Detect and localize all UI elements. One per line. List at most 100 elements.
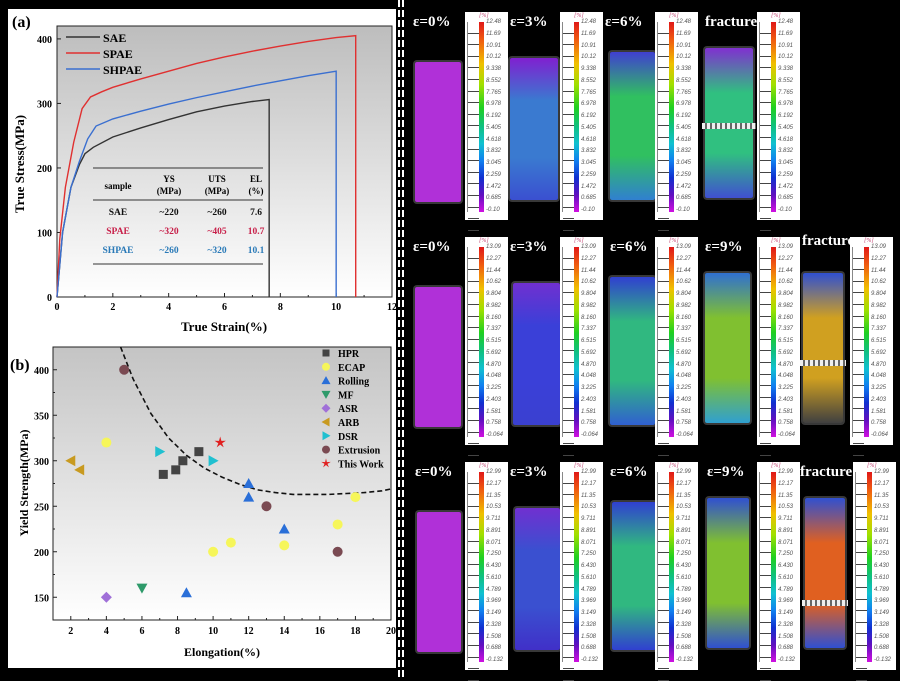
dic-specimen-strain-0 <box>415 62 461 202</box>
scale-tick-value: 13.09 <box>581 244 597 250</box>
legend-marker-this-work <box>321 458 331 468</box>
x-tick-label-b: 8 <box>175 626 180 637</box>
legend-label-this-work: This Work <box>338 459 384 470</box>
series-line-shpae <box>56 70 337 298</box>
x-tick-label-b: 2 <box>68 626 73 637</box>
x-tick-label-a: 6 <box>222 302 227 313</box>
dic-specimen-strain-9 <box>705 273 750 423</box>
table-cell: 10.7 <box>248 227 265 237</box>
scale-tick-value: 4.870 <box>676 361 692 368</box>
scale-tick-value: -0.10 <box>778 207 792 213</box>
scale-tick-value: 9.804 <box>581 291 597 297</box>
scale-tick-value: 3.045 <box>581 160 597 166</box>
x-tick-label-a: 8 <box>278 302 283 313</box>
scale-tick-value: 3.832 <box>486 148 502 155</box>
scale-unit-label: [%] <box>771 238 781 244</box>
legend-label-sae: SAE <box>103 31 126 45</box>
dic-specimen-fracture <box>702 48 756 198</box>
point-ecap <box>279 540 290 551</box>
scale-unit-label: [%] <box>669 463 679 469</box>
strain-color-scale: [%] 12.99 12.17 11.35 10.53 9.711 8.891 8.071 7.… <box>560 462 603 681</box>
strain-color-scale: [%] 13.09 12.27 11.44 10.62 9.804 8.982 8.160 7.… <box>757 237 800 456</box>
scale-tick-value: 11.69 <box>676 30 691 37</box>
strain-color-scale: [%] 12.48 11.69 10.91 10.12 9.338 8.552 7.765 6.… <box>655 12 698 231</box>
table-header: EL <box>250 174 262 184</box>
scale-unit-label: [%] <box>574 463 584 469</box>
scale-tick-value: 8.071 <box>778 539 794 546</box>
scale-tick-value: 5.692 <box>676 349 692 356</box>
scale-tick-value: 7.250 <box>676 551 692 558</box>
scale-tick-value: 9.338 <box>486 66 502 72</box>
scale-tick-labels: 12.48 11.69 10.91 10.12 9.338 8.552 7.765 6.978… <box>778 18 793 214</box>
scale-tick-value: 3.225 <box>676 385 692 391</box>
scale-tick-value: 7.337 <box>486 326 502 333</box>
fracture-crack <box>802 600 848 606</box>
scale-tick-value: 4.618 <box>486 136 502 143</box>
strain-profile-grid <box>562 22 574 231</box>
strain-stage-label: ε=0% <box>413 14 451 30</box>
scale-tick-value: 11.44 <box>486 267 501 274</box>
strain-profile-grid <box>467 247 479 456</box>
scale-tick-value: 12.27 <box>778 255 794 262</box>
scale-tick-value: 7.337 <box>676 326 692 333</box>
table-header: sample <box>105 181 132 191</box>
legend-label-ecap: ECAP <box>338 363 365 374</box>
scale-tick-value: 4.618 <box>676 136 692 143</box>
strain-stage-label: ε=6% <box>605 14 643 30</box>
scale-tick-value: 10.53 <box>676 504 692 511</box>
scale-tick-value: 2.403 <box>581 396 597 403</box>
scale-tick-value: 2.403 <box>676 396 692 403</box>
scale-tick-value: 6.430 <box>778 563 794 569</box>
legend-label-spae: SPAE <box>103 47 133 61</box>
scale-tick-value: 1.508 <box>486 633 502 640</box>
scale-tick-value: 0.685 <box>581 195 597 202</box>
scale-tick-labels: 13.09 12.27 11.44 10.62 9.804 8.982 8.160 7.337… <box>778 243 795 439</box>
scale-unit-label: [%] <box>574 238 584 244</box>
legend-marker-arb <box>321 417 330 427</box>
scale-tick-value: 3.045 <box>778 160 794 166</box>
x-tick-label-b: 20 <box>386 626 396 637</box>
y-tick-label-a: 400 <box>37 35 52 46</box>
scale-tick-value: 12.17 <box>778 480 794 487</box>
scale-tick-value: 2.403 <box>778 396 794 403</box>
scale-tick-value: 0.688 <box>778 645 794 652</box>
strain-stage-label: ε=9% <box>705 239 743 255</box>
point-ecap <box>208 546 219 557</box>
x-axis-label-a: True Strain(%) <box>181 319 267 334</box>
scale-tick-value: 12.27 <box>486 255 502 262</box>
scale-tick-value: 12.17 <box>581 480 597 487</box>
scale-tick-value: 6.515 <box>871 338 887 344</box>
scale-tick-value: 5.610 <box>778 574 794 581</box>
y-tick-label-b: 400 <box>34 366 49 377</box>
scale-tick-value: 9.804 <box>871 291 887 297</box>
scale-tick-value: 10.53 <box>486 504 502 511</box>
scale-tick-value: 5.405 <box>676 124 692 131</box>
scale-tick-labels: 12.99 12.17 11.35 10.53 9.711 8.891 8.071 7.250… <box>581 468 598 664</box>
y-tick-label-b: 300 <box>34 457 49 468</box>
scale-tick-value: -0.10 <box>676 207 690 213</box>
scale-tick-value: 11.44 <box>676 267 691 274</box>
strain-profile-grid <box>759 247 771 456</box>
scale-tick-value: 5.405 <box>486 124 502 131</box>
scale-tick-value: 8.552 <box>581 77 597 84</box>
scale-tick-value: 10.62 <box>486 279 502 286</box>
table-cell: ~320 <box>159 227 178 237</box>
scale-tick-value: 11.44 <box>581 267 596 274</box>
strain-color-scale: [%] 12.48 11.69 10.91 10.12 9.338 8.552 7.765 6.… <box>757 12 800 231</box>
scale-tick-value: 8.160 <box>778 314 794 321</box>
strength-elongation-chart: (b) 2 4 6 8 10 12 14 16 18 20 150 200 250 300 350 400 H… <box>10 346 396 659</box>
strain-profile-grid <box>855 472 867 681</box>
x-tick-label-b: 6 <box>139 626 144 637</box>
scale-tick-value: 12.99 <box>486 469 502 475</box>
panel-divider <box>398 0 404 678</box>
legend-label-hpr: HPR <box>338 349 360 360</box>
scale-tick-value: 6.192 <box>486 113 502 119</box>
strain-color-scale: [%] 12.99 12.17 11.35 10.53 9.711 8.891 8.071 7.… <box>465 462 508 681</box>
table-header-unit: (MPa) <box>205 186 230 196</box>
strain-profile-grid <box>657 22 669 231</box>
scale-tick-value: 12.99 <box>676 469 692 475</box>
point-extrusion <box>332 546 343 557</box>
legend-marker-extrusion <box>322 445 330 454</box>
dic-row-1: ε=0% [%] 12.48 11.69 10.91 10.12 9.338 8.552 7.7… <box>405 0 900 231</box>
dic-specimen-strain-6 <box>610 277 655 425</box>
